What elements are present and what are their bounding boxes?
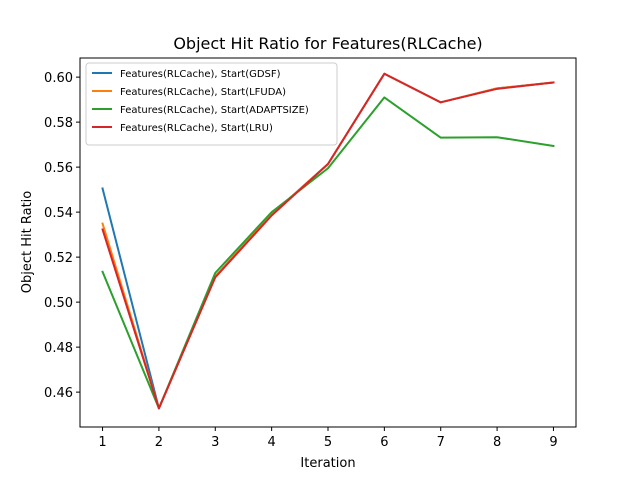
y-tick-label: 0.60 xyxy=(44,71,73,86)
x-tick-label: 4 xyxy=(267,435,275,450)
plot-area: 1 2 3 4 5 6 7 8 9 0.46 0.48 0.50 0.52 0.54 0.56 0.58 0.6… xyxy=(44,57,577,450)
legend-label: Features(RLCache), Start(LFUDA) xyxy=(120,87,286,98)
x-tick-label: 7 xyxy=(437,435,445,450)
y-tick-label: 0.54 xyxy=(44,206,73,221)
y-tick-label: 0.56 xyxy=(44,161,73,176)
legend-label: Features(RLCache), Start(LRU) xyxy=(120,123,273,134)
x-tick-label: 9 xyxy=(549,435,557,450)
y-tick-label: 0.48 xyxy=(44,341,73,356)
x-tick-label: 6 xyxy=(380,435,388,450)
x-axis-label: Iteration xyxy=(300,456,355,471)
y-tick-label: 0.58 xyxy=(44,116,73,131)
x-tick-label: 2 xyxy=(155,435,163,450)
legend-label: Features(RLCache), Start(ADAPTSIZE) xyxy=(120,105,309,116)
chart-title: Object Hit Ratio for Features(RLCache) xyxy=(173,34,482,53)
y-tick-label: 0.46 xyxy=(44,386,73,401)
y-axis-label: Object Hit Ratio xyxy=(20,191,35,294)
x-tick-label: 8 xyxy=(493,435,501,450)
x-tick-label: 3 xyxy=(211,435,219,450)
legend-box xyxy=(85,62,338,146)
x-tick-label: 1 xyxy=(98,435,106,450)
legend-label: Features(RLCache), Start(GDSF) xyxy=(120,69,281,80)
y-tick-label: 0.52 xyxy=(44,251,73,266)
x-tick-label: 5 xyxy=(324,435,332,450)
y-tick-label: 0.50 xyxy=(44,296,73,311)
series-line-4 xyxy=(101,72,555,410)
